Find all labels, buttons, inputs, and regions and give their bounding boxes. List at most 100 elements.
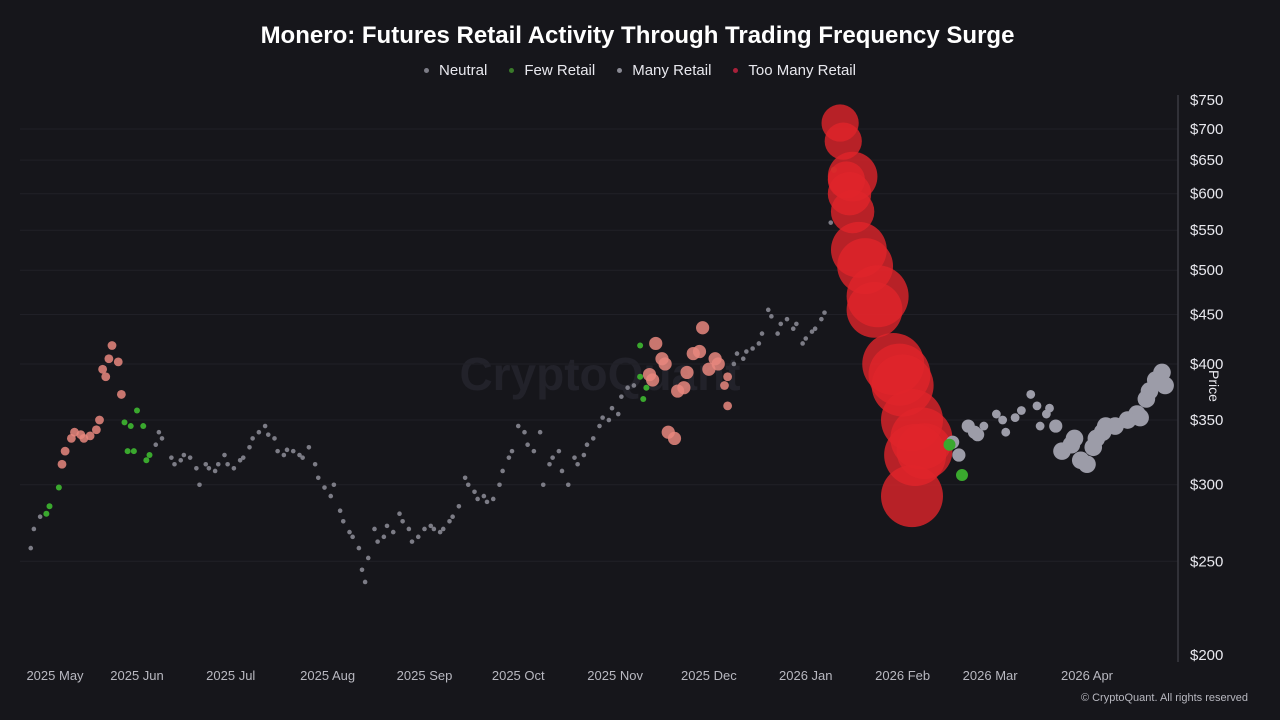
data-point bbox=[440, 526, 446, 532]
data-point bbox=[375, 539, 380, 544]
data-point bbox=[1016, 406, 1026, 415]
data-point bbox=[1156, 376, 1174, 395]
data-point bbox=[328, 493, 334, 499]
data-point bbox=[300, 455, 305, 460]
data-point bbox=[265, 432, 271, 437]
data-point bbox=[769, 314, 774, 319]
data-point bbox=[194, 465, 199, 471]
data-point bbox=[481, 493, 487, 499]
data-point bbox=[237, 457, 243, 463]
data-point bbox=[85, 431, 95, 441]
data-point bbox=[465, 482, 471, 488]
legend-dot-too-many-retail bbox=[733, 68, 739, 73]
x-tick-label: 2026 Mar bbox=[963, 668, 1019, 683]
data-point bbox=[146, 452, 153, 459]
x-tick-label: 2025 Sep bbox=[397, 668, 453, 683]
data-point bbox=[381, 534, 387, 540]
y-tick-label: $250 bbox=[1190, 553, 1223, 570]
data-point bbox=[680, 365, 694, 380]
data-point bbox=[1035, 421, 1045, 431]
data-point bbox=[231, 465, 237, 471]
data-point bbox=[640, 395, 647, 402]
data-point bbox=[187, 455, 193, 460]
data-point bbox=[575, 461, 580, 467]
x-tick-label: 2026 Apr bbox=[1061, 668, 1114, 683]
data-point bbox=[365, 555, 371, 561]
data-point bbox=[60, 446, 70, 456]
x-tick-label: 2025 Oct bbox=[492, 668, 545, 683]
data-point bbox=[431, 526, 437, 532]
data-point bbox=[256, 429, 262, 435]
y-tick-label: $350 bbox=[1190, 412, 1223, 429]
x-tick-label: 2025 Dec bbox=[681, 668, 737, 683]
y-tick-label: $600 bbox=[1190, 186, 1223, 203]
data-point bbox=[497, 482, 502, 488]
data-point bbox=[619, 394, 624, 399]
data-point bbox=[515, 423, 521, 429]
data-point bbox=[107, 341, 117, 350]
chart-title: Monero: Futures Retail Activity Through … bbox=[260, 22, 1015, 49]
legend-item-too-many-retail[interactable]: Too Many Retail bbox=[733, 62, 856, 79]
data-point bbox=[197, 482, 202, 488]
data-point bbox=[331, 482, 337, 488]
data-point bbox=[696, 321, 710, 335]
data-point bbox=[828, 220, 834, 225]
data-point bbox=[765, 307, 771, 313]
data-point bbox=[472, 489, 477, 495]
data-point bbox=[428, 523, 434, 529]
data-point bbox=[28, 545, 34, 551]
data-point bbox=[240, 455, 246, 460]
data-point bbox=[31, 526, 37, 532]
legend-item-neutral[interactable]: Neutral bbox=[424, 62, 487, 79]
data-point bbox=[790, 326, 796, 332]
data-point bbox=[1010, 413, 1020, 423]
data-point bbox=[1026, 390, 1036, 399]
data-point bbox=[250, 436, 255, 441]
data-point bbox=[475, 496, 480, 502]
data-point bbox=[362, 579, 368, 585]
data-point bbox=[537, 429, 543, 435]
data-point bbox=[531, 448, 537, 454]
data-point bbox=[390, 529, 396, 535]
legend-item-many-retail[interactable]: Many Retail bbox=[617, 62, 711, 79]
data-point bbox=[322, 485, 327, 490]
data-point bbox=[565, 482, 571, 488]
data-point bbox=[247, 444, 252, 450]
data-point bbox=[794, 321, 799, 327]
data-point bbox=[590, 436, 596, 441]
data-point bbox=[312, 461, 318, 467]
y-tick-label: $300 bbox=[1190, 477, 1223, 494]
data-point bbox=[643, 384, 650, 391]
data-point bbox=[581, 452, 587, 458]
legend-item-few-retail[interactable]: Few Retail bbox=[509, 62, 595, 79]
data-point bbox=[943, 438, 956, 451]
data-point bbox=[55, 484, 62, 491]
data-point bbox=[956, 469, 968, 482]
copyright-footer: © CryptoQuant. All rights reserved bbox=[1080, 692, 1248, 704]
data-point bbox=[43, 510, 50, 517]
data-point bbox=[550, 455, 555, 460]
data-point bbox=[667, 431, 682, 446]
legend-dot-neutral bbox=[424, 68, 429, 73]
data-point bbox=[172, 461, 177, 467]
data-point bbox=[203, 461, 209, 467]
data-point bbox=[759, 331, 765, 336]
data-point bbox=[803, 336, 809, 341]
data-point bbox=[437, 529, 443, 535]
data-point bbox=[979, 421, 989, 431]
y-tick-label: $750 bbox=[1190, 92, 1223, 109]
data-point bbox=[104, 354, 114, 364]
data-point bbox=[450, 514, 455, 520]
data-point bbox=[98, 364, 108, 374]
data-point bbox=[998, 415, 1008, 425]
data-point bbox=[140, 423, 147, 430]
y-tick-label: $200 bbox=[1190, 647, 1223, 664]
data-point bbox=[1131, 408, 1149, 427]
data-point bbox=[506, 455, 512, 460]
data-point bbox=[734, 351, 740, 356]
data-point bbox=[509, 448, 515, 454]
data-point bbox=[153, 442, 159, 448]
legend-label: Neutral bbox=[439, 62, 488, 79]
legend-dot-few-retail bbox=[509, 68, 515, 73]
